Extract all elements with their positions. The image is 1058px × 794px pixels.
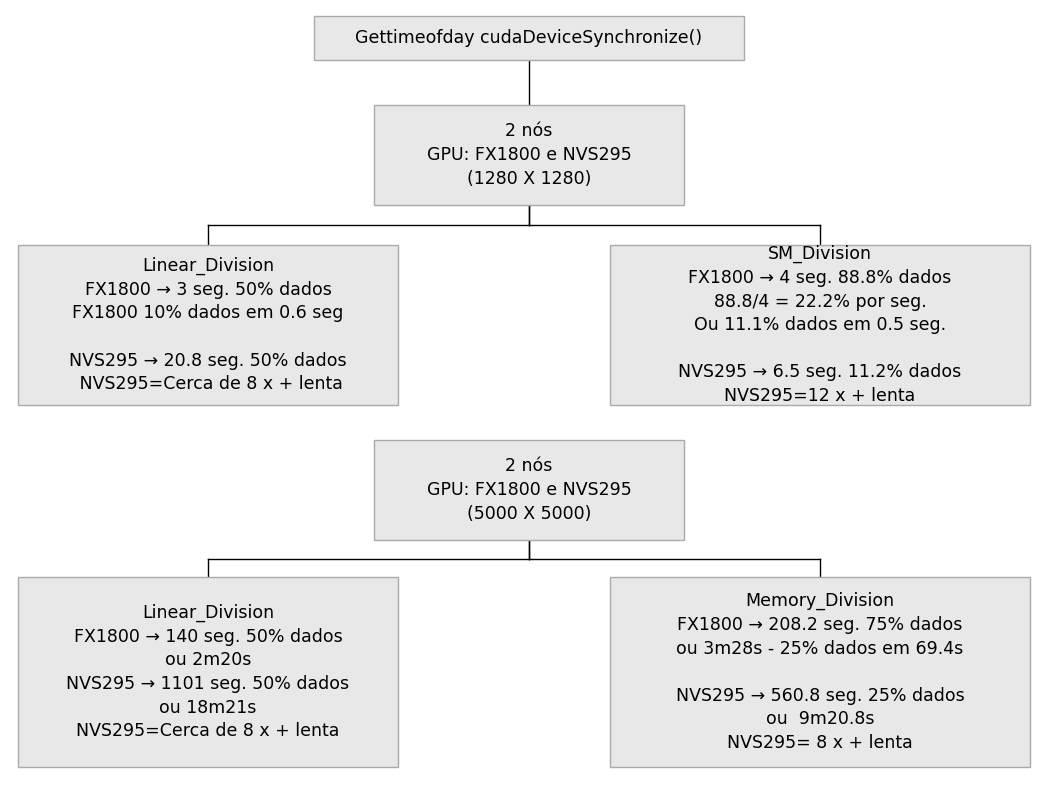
Text: Memory_Division
FX1800 → 208.2 seg. 75% dados
ou 3m28s - 25% dados em 69.4s

NVS: Memory_Division FX1800 → 208.2 seg. 75% … [676,592,965,752]
Text: Linear_Division
FX1800 → 3 seg. 50% dados
FX1800 10% dados em 0.6 seg

NVS295 → : Linear_Division FX1800 → 3 seg. 50% dado… [69,257,347,393]
Text: Linear_Division
FX1800 → 140 seg. 50% dados
ou 2m20s
NVS295 → 1101 seg. 50% dado: Linear_Division FX1800 → 140 seg. 50% da… [67,604,349,740]
FancyBboxPatch shape [18,245,398,405]
Text: SM_Division
FX1800 → 4 seg. 88.8% dados
88.8/4 = 22.2% por seg.
Ou 11.1% dados e: SM_Division FX1800 → 4 seg. 88.8% dados … [678,245,962,405]
FancyBboxPatch shape [314,16,744,60]
FancyBboxPatch shape [610,245,1030,405]
FancyBboxPatch shape [373,440,685,540]
FancyBboxPatch shape [373,105,685,205]
FancyBboxPatch shape [610,577,1030,767]
Text: Gettimeofday cudaDeviceSynchronize(): Gettimeofday cudaDeviceSynchronize() [355,29,703,47]
FancyBboxPatch shape [18,577,398,767]
Text: 2 nós
GPU: FX1800 e NVS295
(5000 X 5000): 2 nós GPU: FX1800 e NVS295 (5000 X 5000) [426,457,632,522]
Text: 2 nós
GPU: FX1800 e NVS295
(1280 X 1280): 2 nós GPU: FX1800 e NVS295 (1280 X 1280) [426,122,632,187]
